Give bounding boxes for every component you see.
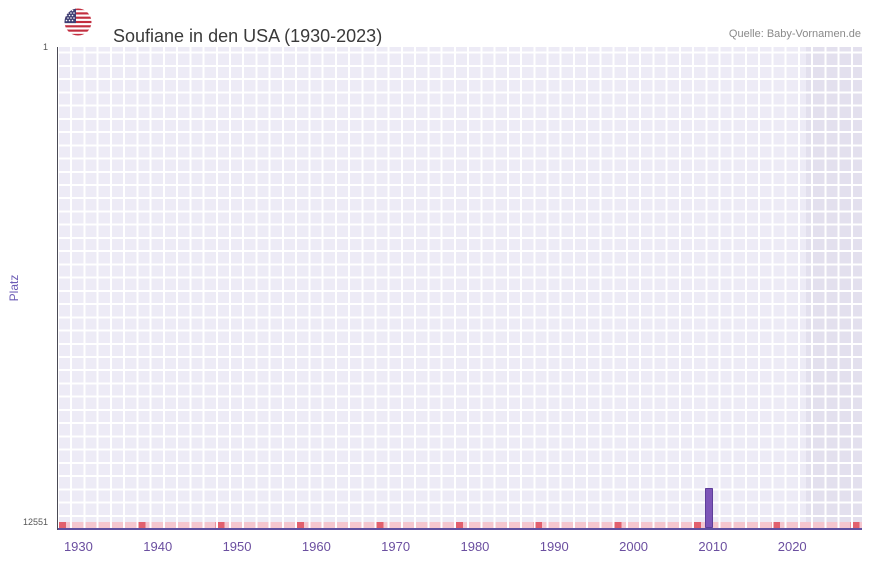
plot-area bbox=[57, 47, 862, 530]
x-tick-label: 1960 bbox=[301, 539, 331, 554]
y-tick-bottom: 12551 bbox=[22, 517, 48, 527]
y-axis-label: Platz bbox=[7, 274, 21, 302]
us-flag-icon bbox=[64, 8, 92, 36]
x-tick-label: 2000 bbox=[619, 539, 649, 554]
x-tick-label: 1990 bbox=[539, 539, 569, 554]
y-axis-line bbox=[57, 47, 58, 530]
y-tick-top: 1 bbox=[42, 42, 48, 52]
x-tick-label: 2010 bbox=[698, 539, 728, 554]
x-tick-label: 1970 bbox=[381, 539, 411, 554]
chart-title: Soufiane in den USA (1930-2023) bbox=[113, 26, 383, 47]
x-axis-line bbox=[57, 528, 862, 530]
source-label: Quelle: Baby-Vornamen.de bbox=[728, 28, 861, 40]
bar[interactable] bbox=[704, 488, 713, 528]
x-tick-label: 1980 bbox=[460, 539, 490, 554]
x-tick-label: 2020 bbox=[777, 539, 807, 554]
bars-layer bbox=[57, 47, 862, 530]
x-tick-label: 1940 bbox=[143, 539, 173, 554]
x-tick-label: 1930 bbox=[63, 539, 93, 554]
x-tick-label: 1950 bbox=[222, 539, 252, 554]
